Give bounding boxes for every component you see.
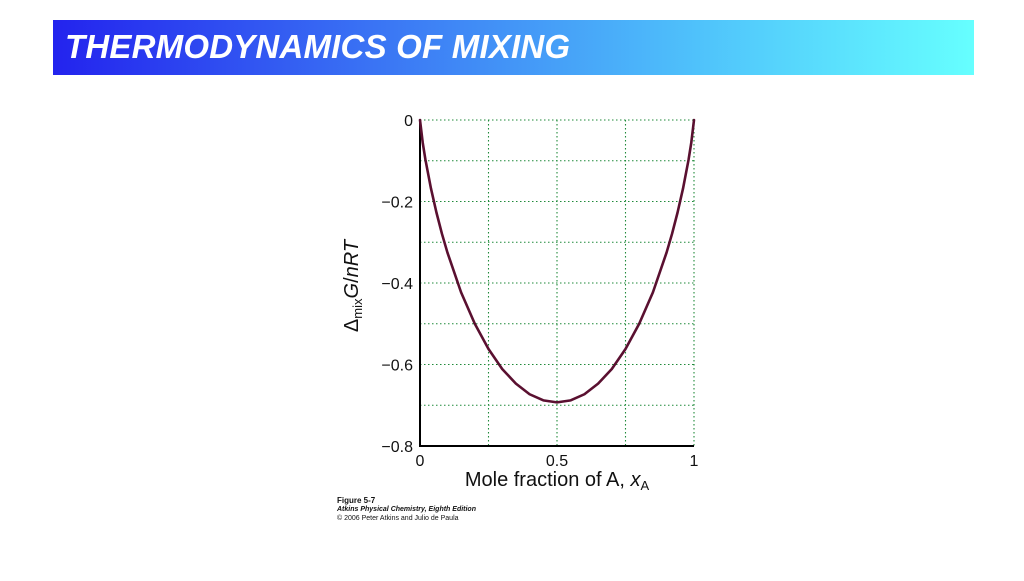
title-bar: THERMODYNAMICS OF MIXING (53, 20, 974, 75)
y-tick-label: 0 (404, 113, 413, 130)
series-layer (418, 118, 696, 404)
x-tick-label: 0.5 (546, 453, 568, 470)
axes-layer (419, 120, 694, 447)
caption-book: Atkins Physical Chemistry, Eighth Editio… (337, 506, 476, 513)
figure-caption: Figure 5-7 Atkins Physical Chemistry, Ei… (337, 496, 476, 523)
label-layer: Mole fraction of A, xA ΔmixG/nRT (341, 238, 649, 493)
x-axis-label: Mole fraction of A, xA (465, 469, 650, 493)
x-tick-label: 0 (416, 453, 425, 470)
tick-layer: 0−0.2−0.4−0.6−0.80 0.5 1 (381, 113, 698, 470)
y-tick-label: −0.8 (381, 439, 413, 456)
series-line (418, 118, 696, 404)
caption-copyright: © 2006 Peter Atkins and Julio de Paula (337, 515, 459, 522)
y-tick-label: −0.6 (381, 358, 413, 375)
y-tick-label: −0.4 (381, 276, 413, 293)
x-tick-label: 1 (690, 453, 699, 470)
slide-title: THERMODYNAMICS OF MIXING (65, 28, 571, 65)
y-axis-label: ΔmixG/nRT (341, 238, 365, 332)
caption-figure: Figure 5-7 (337, 496, 376, 505)
y-tick-label: −0.2 (381, 195, 413, 212)
grid-layer (420, 119, 695, 446)
